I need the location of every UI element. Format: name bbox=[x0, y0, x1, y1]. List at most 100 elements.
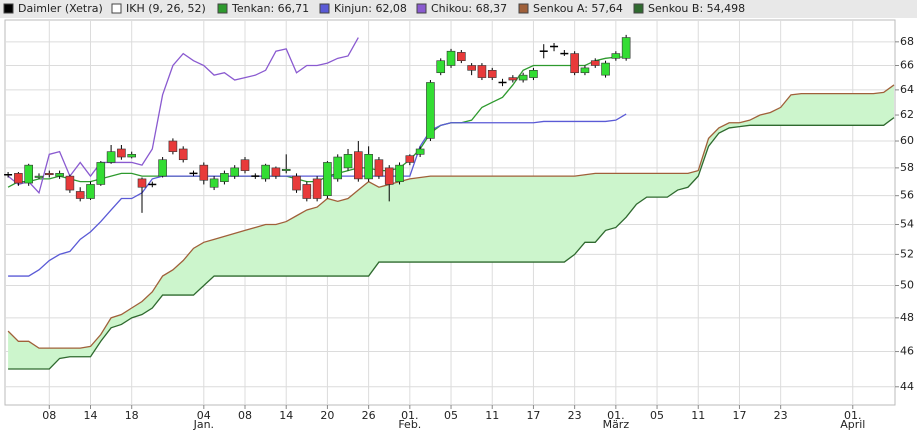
y-tick-label: 48 bbox=[900, 311, 914, 324]
candle-body bbox=[570, 53, 579, 74]
candle-body bbox=[529, 70, 538, 78]
candle-body bbox=[333, 156, 343, 180]
candle-body bbox=[75, 191, 85, 199]
candle-body bbox=[34, 175, 44, 178]
candle-body bbox=[364, 154, 373, 180]
legend-swatch bbox=[3, 3, 14, 14]
legend-swatch bbox=[319, 3, 330, 14]
candle-body bbox=[271, 167, 281, 177]
candle-body bbox=[209, 178, 219, 188]
x-tick-label: 01. bbox=[844, 409, 862, 422]
legend-bar bbox=[0, 0, 917, 18]
legend-swatch bbox=[633, 3, 644, 14]
legend-swatch bbox=[217, 3, 228, 14]
legend-swatch bbox=[518, 3, 529, 14]
candle-body bbox=[44, 173, 54, 176]
x-tick-label: 23 bbox=[774, 409, 788, 422]
y-tick-label: 68 bbox=[900, 35, 914, 48]
x-tick-label: 01. bbox=[401, 409, 419, 422]
candle-body bbox=[312, 178, 322, 199]
candle-body bbox=[261, 164, 270, 180]
candle-body bbox=[55, 173, 64, 177]
y-tick-label: 44 bbox=[900, 380, 914, 393]
candle-body bbox=[281, 168, 291, 171]
y-tick-label: 66 bbox=[900, 58, 914, 71]
candle-body bbox=[590, 60, 600, 66]
candle-body bbox=[467, 65, 476, 71]
x-tick-label: 08 bbox=[42, 409, 56, 422]
candle-body bbox=[86, 184, 95, 199]
candle-body bbox=[580, 67, 590, 74]
legend-label: Senkou B: 54,498 bbox=[648, 2, 745, 15]
candle-body bbox=[158, 159, 167, 177]
x-tick-label: 08 bbox=[238, 409, 252, 422]
x-tick-label: 23 bbox=[568, 409, 582, 422]
y-tick-label: 52 bbox=[900, 247, 914, 260]
candle-body bbox=[426, 82, 435, 139]
cloud-fill bbox=[8, 84, 894, 369]
candle-body bbox=[24, 164, 33, 184]
candle-body bbox=[127, 154, 137, 158]
y-tick-label: 64 bbox=[900, 83, 914, 96]
candle-body bbox=[477, 65, 487, 78]
x-tick-label: 05 bbox=[444, 409, 458, 422]
y-tick-label: 50 bbox=[900, 278, 914, 291]
candle-body bbox=[415, 148, 425, 155]
legend-label: IKH (9, 26, 52) bbox=[126, 2, 206, 15]
x-tick-label: 26 bbox=[362, 409, 376, 422]
legend-label: Tenkan: 66,71 bbox=[231, 2, 309, 15]
candle-body bbox=[230, 167, 240, 177]
month-label: Jan. bbox=[193, 418, 214, 431]
x-tick-label: 18 bbox=[125, 409, 139, 422]
candle-body bbox=[621, 37, 631, 59]
candle-body bbox=[137, 178, 147, 188]
y-tick-label: 62 bbox=[900, 108, 914, 121]
candle-body bbox=[323, 162, 332, 196]
indicator-line bbox=[8, 117, 895, 370]
y-tick-label: 56 bbox=[900, 189, 914, 202]
candle-body bbox=[199, 164, 209, 181]
legend-label: Daimler (Xetra) bbox=[18, 2, 103, 15]
candle-body bbox=[65, 175, 75, 191]
candle-body bbox=[343, 154, 353, 169]
legend-swatch bbox=[416, 3, 427, 14]
x-tick-label: 11 bbox=[485, 409, 499, 422]
candle-body bbox=[384, 167, 394, 185]
indicator-line bbox=[7, 84, 895, 349]
candle-body bbox=[374, 159, 384, 177]
candle-body bbox=[117, 148, 126, 158]
candle-body bbox=[220, 173, 229, 182]
y-tick-label: 46 bbox=[900, 345, 914, 358]
x-tick-label: 04 bbox=[197, 409, 211, 422]
candle-body bbox=[446, 50, 456, 66]
candle-body bbox=[518, 74, 528, 81]
legend-label: Kinjun: 62,08 bbox=[334, 2, 407, 15]
x-tick-label: 17 bbox=[526, 409, 540, 422]
y-tick-label: 58 bbox=[900, 161, 914, 174]
candle-body bbox=[487, 70, 497, 78]
candle-body bbox=[96, 162, 106, 185]
candle-body bbox=[14, 173, 23, 184]
month-label: Feb. bbox=[398, 418, 421, 431]
candle-body bbox=[395, 164, 404, 182]
candle-body bbox=[302, 184, 312, 199]
candle-body bbox=[354, 151, 363, 180]
candle-body bbox=[405, 155, 415, 163]
month-label: März bbox=[603, 418, 630, 431]
candle-body bbox=[106, 151, 116, 163]
candle-body bbox=[178, 148, 188, 161]
x-tick-label: 01. bbox=[607, 409, 625, 422]
candle-body bbox=[611, 53, 621, 59]
x-tick-label: 17 bbox=[732, 409, 746, 422]
legend-label: Chikou: 68,37 bbox=[431, 2, 507, 15]
x-tick-label: 05 bbox=[650, 409, 664, 422]
indicator-line bbox=[7, 37, 359, 195]
y-tick-label: 54 bbox=[900, 218, 914, 231]
legend-label: Senkou A: 57,64 bbox=[533, 2, 623, 15]
legend-swatch bbox=[111, 3, 122, 14]
x-tick-label: 14 bbox=[279, 409, 293, 422]
candle-body bbox=[436, 60, 446, 74]
y-tick-label: 60 bbox=[900, 134, 914, 147]
candle-body bbox=[240, 159, 250, 171]
